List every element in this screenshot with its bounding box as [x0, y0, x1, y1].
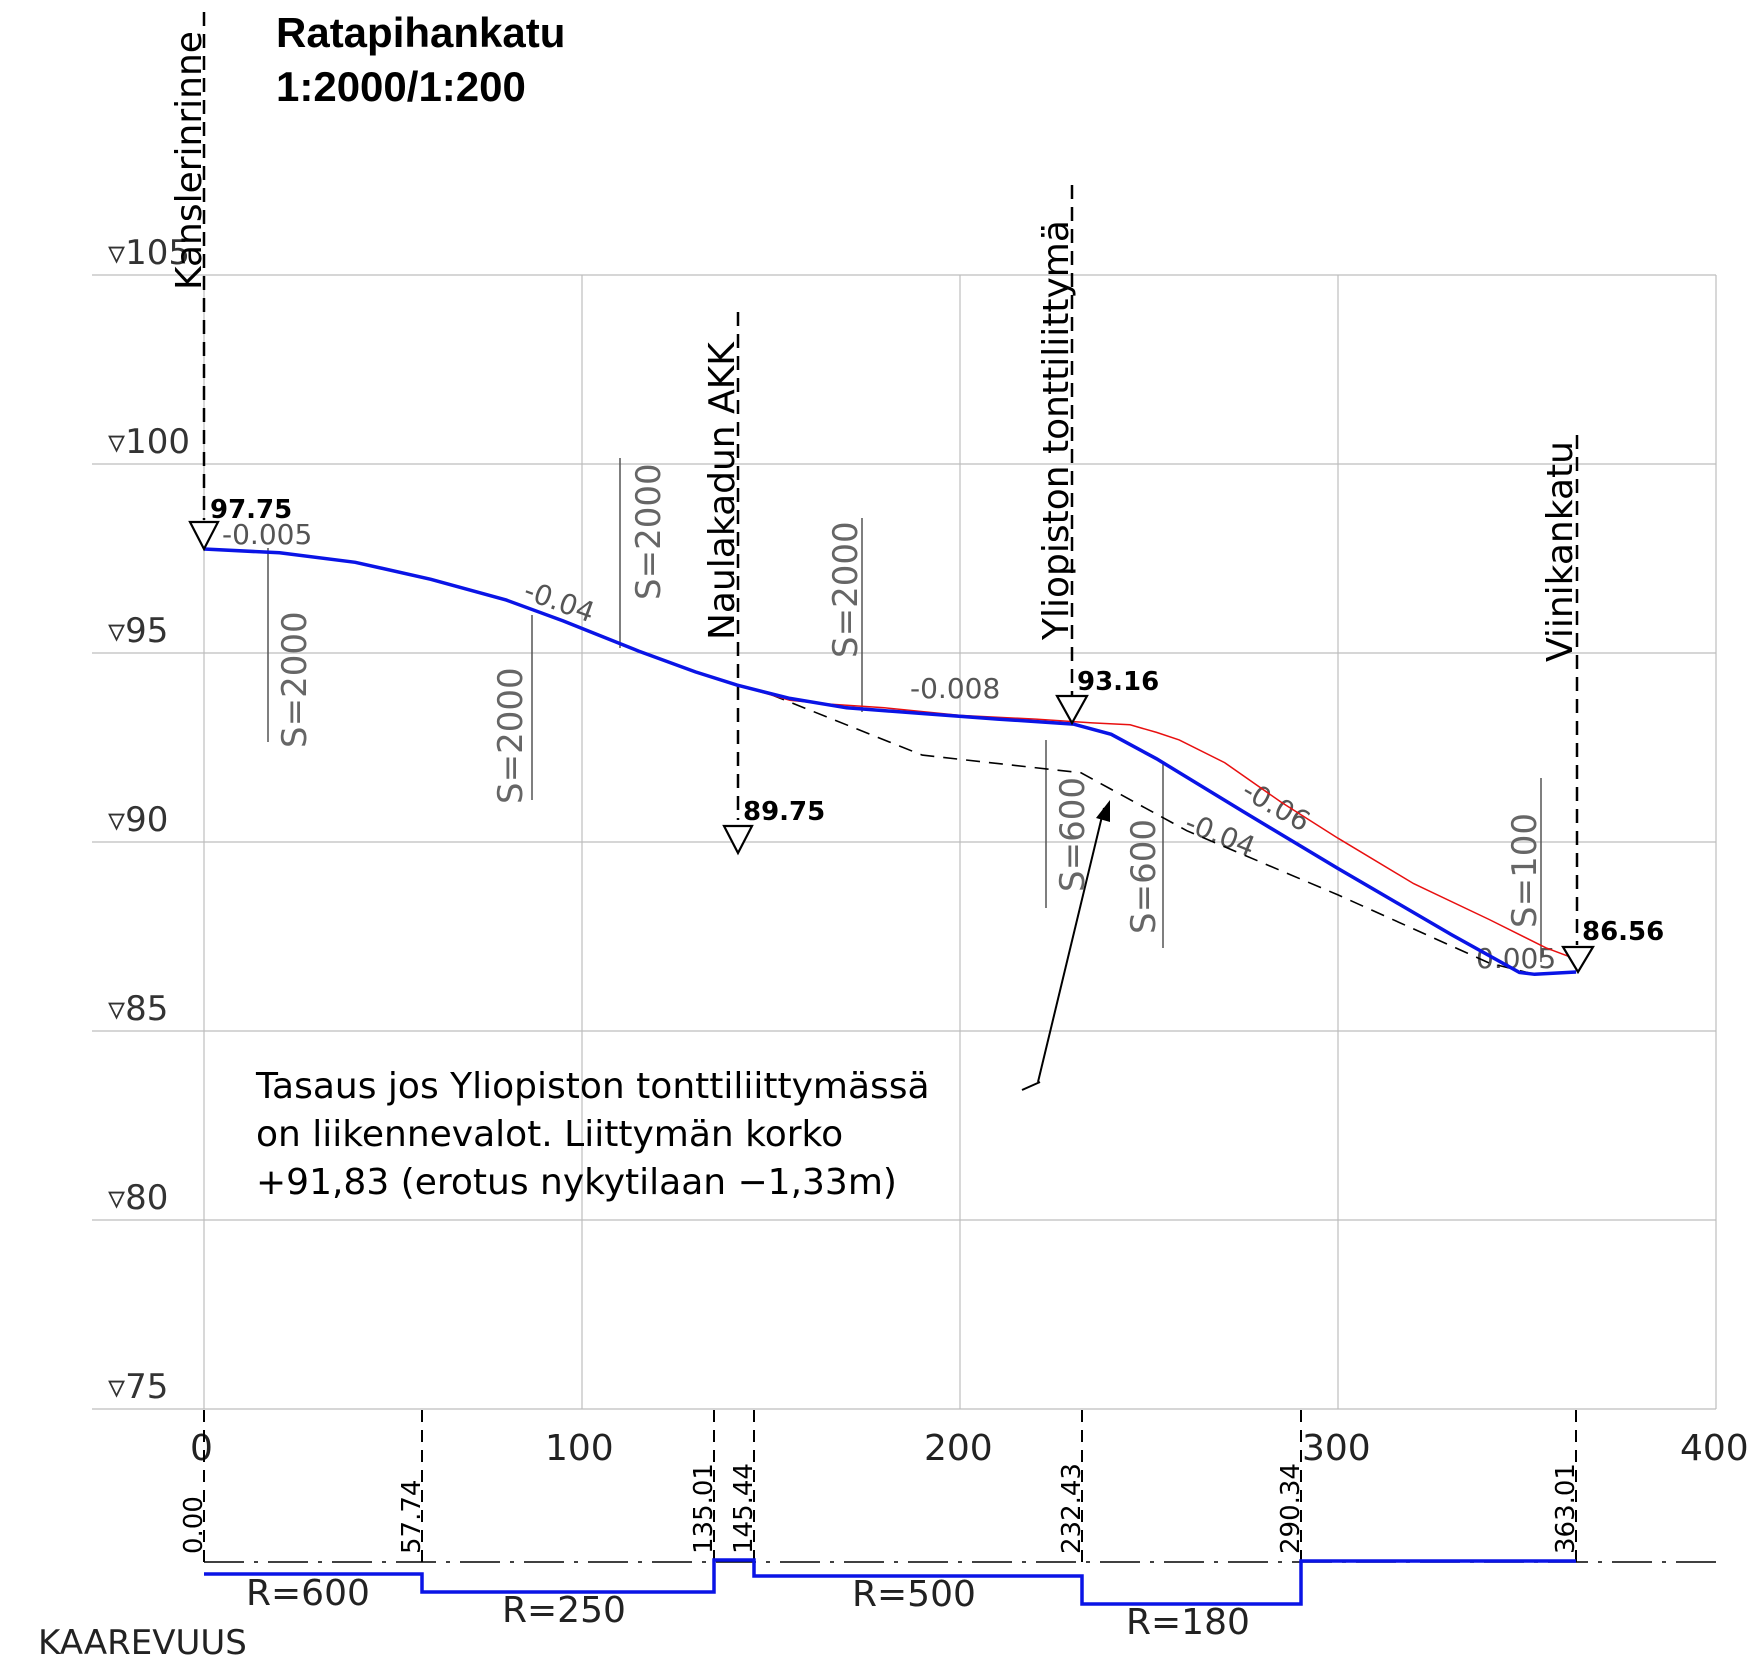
drawing-scale: 1:2000/1:200 — [276, 63, 526, 110]
chainage-label-200: 200 — [924, 1428, 993, 1469]
curvature-break-label: 0.00 — [179, 1496, 209, 1554]
elevation-label-100: ▿100 — [108, 422, 190, 462]
elevation-axis: ▿105 ▿100 ▿95 ▿90 ▿85 ▿80 ▿75 — [108, 233, 190, 1407]
radius-label: R=180 — [1126, 1602, 1250, 1643]
curvature-band: 0.00 57.74 135.01 145.44 232.43 290.34 3… — [38, 1410, 1716, 1662]
note: Tasaus jos Yliopiston tonttiliittymässä … — [255, 800, 1110, 1203]
elevation-label-80: ▿80 — [108, 1178, 168, 1218]
grid — [92, 274, 1717, 1410]
radius-label: R=600 — [246, 1573, 370, 1614]
elevation-value: 97.75 — [210, 495, 292, 525]
vertical-curve-label: S=2000 — [629, 463, 669, 600]
vertical-curve-lines — [267, 458, 1542, 962]
curvature-break-label: 57.74 — [397, 1480, 427, 1554]
elevation-values: 97.75 89.75 93.16 86.56 — [210, 495, 1664, 947]
curvature-break-label: 363.01 — [1551, 1463, 1581, 1554]
note-line-2: on liikennevalot. Liittymän korko — [256, 1114, 843, 1155]
elevation-value: 89.75 — [743, 797, 825, 827]
curvature-break-label: 232.43 — [1057, 1463, 1087, 1554]
chainage-label-100: 100 — [545, 1428, 614, 1469]
alternative-profile-line — [770, 693, 1535, 976]
elevation-value: 86.56 — [1582, 917, 1664, 947]
drawing-title: Ratapihankatu — [276, 9, 566, 56]
elevation-value: 93.16 — [1077, 667, 1159, 697]
radius-label: R=250 — [502, 1590, 626, 1631]
vertical-curve-labels: S=2000 S=2000 S=2000 S=2000 S=600 S=600 … — [275, 463, 1545, 934]
grade-label: -0.005 — [222, 518, 312, 551]
vertical-curve-label: S=2000 — [826, 521, 866, 658]
triangle-marker-icon — [722, 824, 754, 856]
existing-ground-line — [736, 684, 1577, 960]
design-profile-line — [203, 547, 1577, 977]
triangle-marker-icon — [1561, 945, 1595, 975]
curvature-break-label: 145.44 — [729, 1463, 759, 1554]
note-line-1: Tasaus jos Yliopiston tonttiliittymässä — [255, 1066, 930, 1107]
elevation-label-85: ▿85 — [108, 989, 168, 1029]
vertical-curve-label: S=2000 — [275, 611, 315, 748]
vertical-curve-label: S=600 — [1053, 777, 1093, 892]
curvature-title: KAAREVUUS — [38, 1623, 247, 1662]
street-name-yliopiston: Yliopiston tonttiliittymä — [1036, 220, 1077, 641]
radius-label: R=500 — [852, 1574, 976, 1615]
chainage-axis: 0 100 200 300 400 — [190, 1428, 1747, 1469]
street-name-kanslerinrinne: Kanslerinrinne — [169, 31, 210, 290]
vertical-curve-label: S=100 — [1505, 813, 1545, 928]
grade-label: -0.008 — [910, 672, 1000, 705]
elevation-label-105: ▿105 — [108, 233, 190, 273]
note-line-3: +91,83 (erotus nykytilaan −1,33m) — [256, 1162, 897, 1203]
elevation-markers — [188, 520, 1595, 975]
vertical-curve-label: S=2000 — [491, 667, 531, 804]
curvature-break-label: 135.01 — [689, 1463, 719, 1554]
triangle-marker-icon — [1055, 694, 1089, 726]
street-names: Kanslerinrinne Naulakadun AKK Yliopiston… — [169, 31, 1581, 662]
chainage-label-400: 400 — [1680, 1428, 1747, 1469]
curvature-break-label: 290.34 — [1276, 1463, 1306, 1554]
arrow-head-icon — [1096, 800, 1110, 822]
triangle-marker-icon — [188, 520, 220, 552]
chainage-label-0: 0 — [190, 1428, 213, 1469]
street-name-naulakadun: Naulakadun AKK — [702, 341, 743, 640]
elevation-label-95: ▿95 — [108, 611, 168, 651]
elevation-label-90: ▿90 — [108, 800, 168, 840]
street-markers — [202, 12, 1579, 945]
grade-labels: -0.005 -0.04 -0.008 -0.06 -0.04 0.005 — [222, 518, 1556, 975]
curvature-line — [204, 1558, 1576, 1606]
elevation-label-75: ▿75 — [108, 1367, 168, 1407]
vertical-curve-label: S=600 — [1124, 819, 1164, 934]
street-name-viinikankatu: Viinikankatu — [1540, 441, 1581, 662]
chainage-label-300: 300 — [1302, 1428, 1371, 1469]
